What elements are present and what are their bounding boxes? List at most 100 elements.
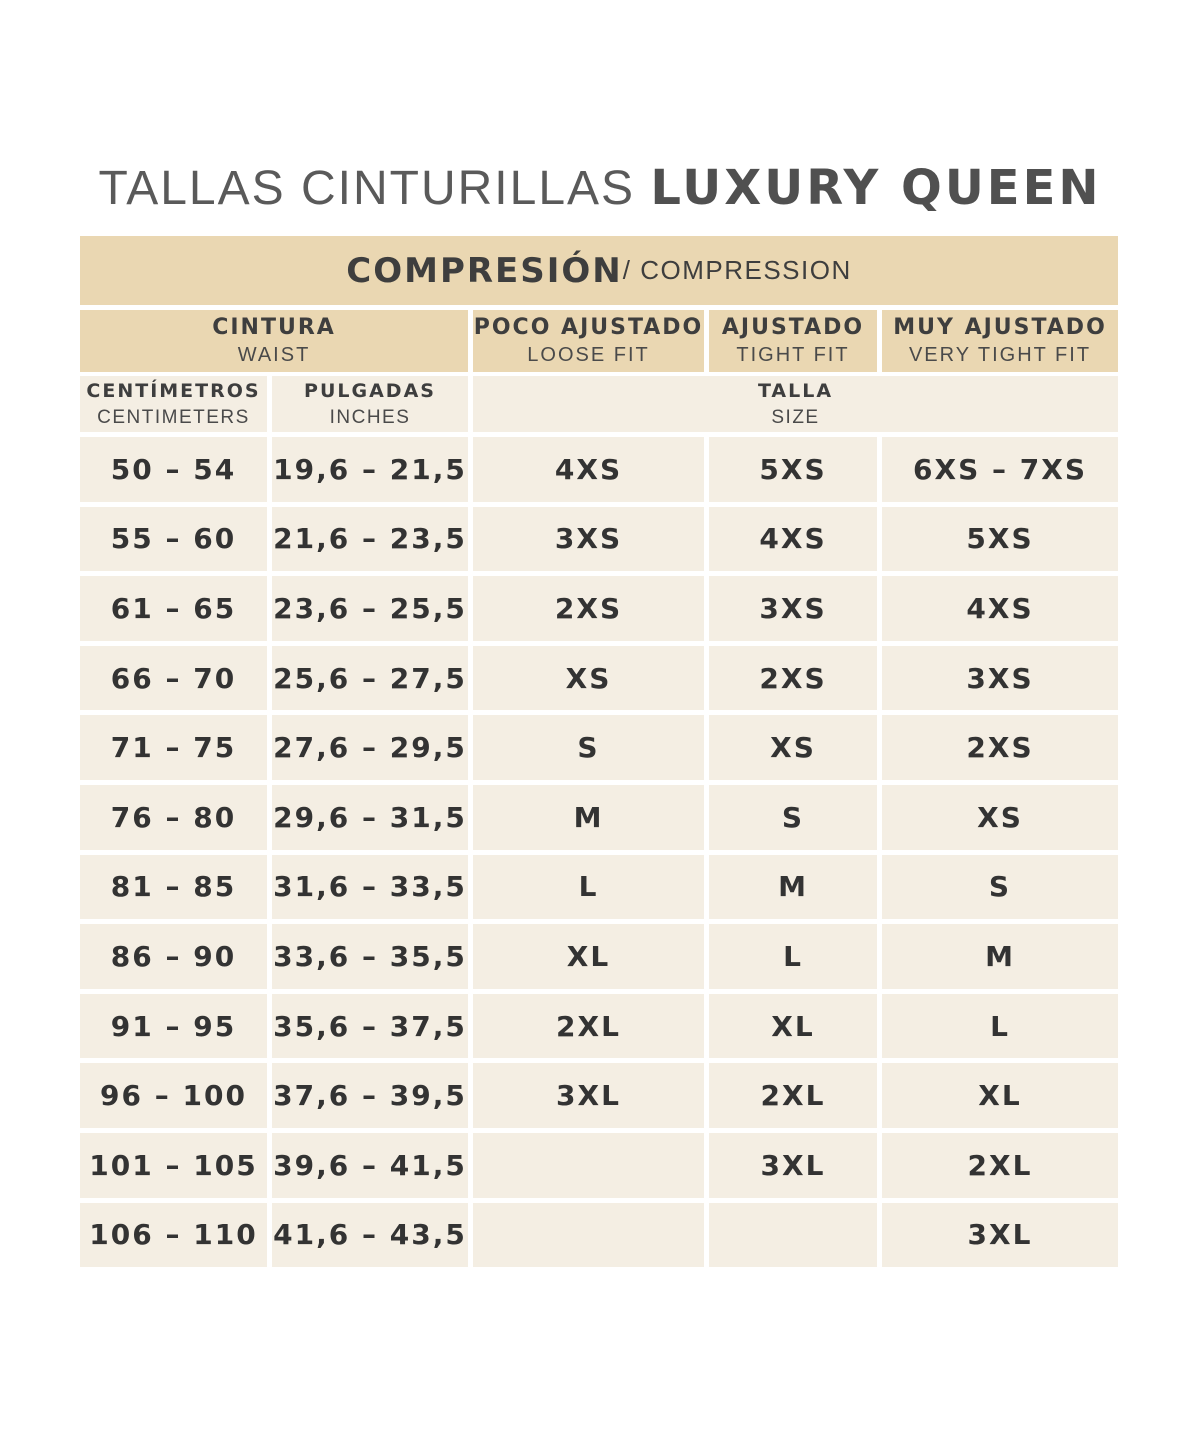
tight-fit-cell: 2XS [709,645,877,711]
waist-header-sublabel: WAIST [237,344,311,366]
cm-cell: 61 – 65 [80,576,267,641]
size-header: TALLA SIZE [473,376,1118,432]
cm-cell: 55 – 60 [80,506,267,572]
cell-value: M [778,870,808,904]
page-title-bold: LUXURY QUEEN [650,160,1102,216]
page-title: TALLAS CINTURILLAS LUXURY QUEEN [0,160,1200,216]
cell-value: L [990,1009,1010,1043]
cell-value: 3XL [760,1148,826,1182]
inches-cell: 39,6 – 41,5 [272,1133,468,1198]
cell-value: S [988,870,1012,904]
waist-header-label: CINTURA [212,315,336,340]
cell-value: XL [566,939,611,973]
inches-cell: 33,6 – 35,5 [272,924,468,989]
very-tight-fit-cell: S [882,854,1118,920]
inches-cell: 19,6 – 21,5 [272,437,468,502]
cell-value: 3XS [554,522,623,556]
cell-value: M [985,939,1015,973]
cell-value: 21,6 – 23,5 [273,522,467,556]
inches-cell: 31,6 – 33,5 [272,854,468,920]
cell-value: L [578,870,599,904]
cell-value: 5XS [759,452,827,486]
loose-fit-header-sublabel: LOOSE FIT [527,344,650,366]
cell-value: 25,6 – 27,5 [273,661,467,695]
cm-cell: 91 – 95 [80,993,267,1059]
inches-header-sublabel: INCHES [329,407,411,428]
very-tight-fit-cell: L [882,993,1118,1059]
inches-cell: 23,6 – 25,5 [272,576,468,641]
very-tight-fit-cell: 3XL [882,1202,1118,1268]
cell-value: L [783,939,803,973]
loose-fit-cell: XS [473,645,704,711]
cell-value: S [577,731,600,765]
cell-value: 4XS [759,522,827,556]
waist-header: CINTURA WAIST [80,310,468,372]
cell-value: 23,6 – 25,5 [273,591,467,625]
cell-value: XS [977,800,1023,834]
loose-fit-cell [473,1133,704,1198]
cm-cell: 50 – 54 [80,437,267,502]
cell-value: 33,6 – 35,5 [273,939,467,973]
very-tight-fit-cell: 4XS [882,576,1118,641]
very-tight-fit-cell: 5XS [882,506,1118,572]
cell-value: 37,6 – 39,5 [273,1079,467,1113]
inches-cell: 25,6 – 27,5 [272,645,468,711]
compression-header: COMPRESIÓN / COMPRESSION [80,236,1118,305]
cell-value: 96 – 100 [100,1079,247,1113]
tight-fit-header: AJUSTADO TIGHT FIT [709,310,877,372]
very-tight-fit-header-sublabel: VERY TIGHT FIT [908,344,1092,366]
cell-value: 41,6 – 43,5 [273,1218,467,1252]
cm-cell: 101 – 105 [80,1133,267,1198]
tight-fit-cell: 5XS [709,437,877,502]
page-title-light: TALLAS CINTURILLAS [98,162,651,215]
loose-fit-cell: 2XS [473,576,704,641]
very-tight-fit-cell: 6XS – 7XS [882,437,1118,502]
inches-cell: 35,6 – 37,5 [272,993,468,1059]
cm-cell: 96 – 100 [80,1063,267,1128]
cell-value: 29,6 – 31,5 [273,800,467,834]
cell-value: 3XL [967,1218,1033,1252]
cell-value: 5XS [966,522,1034,556]
cell-value: 2XS [966,731,1034,765]
loose-fit-cell: S [473,715,704,780]
loose-fit-cell: 3XS [473,506,704,572]
cm-cell: 86 – 90 [80,924,267,989]
cell-value: 3XL [556,1079,621,1113]
cell-value: 35,6 – 37,5 [273,1009,467,1043]
tight-fit-header-label: AJUSTADO [721,315,865,340]
inches-header-label: PULGADAS [304,380,436,402]
cell-value: 86 – 90 [110,939,237,973]
loose-fit-header: POCO AJUSTADO LOOSE FIT [473,310,704,372]
loose-fit-cell: XL [473,924,704,989]
cell-value: 61 – 65 [110,591,237,625]
cell-value: 91 – 95 [110,1009,237,1043]
very-tight-fit-cell: 2XS [882,715,1118,780]
cell-value: M [573,800,604,834]
cell-value: 55 – 60 [110,522,237,556]
tight-fit-header-sublabel: TIGHT FIT [736,344,850,366]
cell-value: 101 – 105 [89,1148,258,1182]
tight-fit-cell: M [709,854,877,920]
cell-value: XS [770,731,816,765]
cell-value: 81 – 85 [110,870,237,904]
compression-sublabel: / COMPRESSION [622,255,852,285]
loose-fit-cell: L [473,854,704,920]
cell-value: 19,6 – 21,5 [273,452,467,486]
size-header-label: TALLA [757,380,834,402]
tight-fit-cell: 3XL [709,1133,877,1198]
cm-cell: 81 – 85 [80,854,267,920]
cm-cell: 76 – 80 [80,785,267,850]
tight-fit-cell: 2XL [709,1063,877,1128]
cell-value: 4XS [966,591,1034,625]
cm-cell: 106 – 110 [80,1202,267,1268]
cell-value: 3XS [759,591,827,625]
very-tight-fit-cell: XS [882,785,1118,850]
compression-label: COMPRESIÓN [346,250,623,291]
tight-fit-cell [709,1202,877,1268]
cell-value: 2XL [760,1079,826,1113]
cell-value: 50 – 54 [110,452,237,486]
cell-value: 27,6 – 29,5 [273,731,467,765]
cell-value: 2XS [554,591,623,625]
centimeters-header-label: CENTÍMETROS [86,380,261,402]
loose-fit-header-label: POCO AJUSTADO [473,315,704,340]
